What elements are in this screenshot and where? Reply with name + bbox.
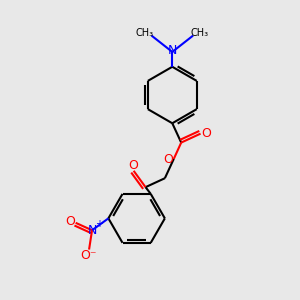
Text: +: + (94, 219, 103, 229)
Text: O: O (164, 153, 173, 166)
Text: O: O (65, 215, 75, 228)
Text: CH₃: CH₃ (136, 28, 154, 38)
Text: CH₃: CH₃ (190, 28, 209, 38)
Text: N: N (168, 44, 177, 57)
Text: O: O (128, 159, 138, 172)
Text: O: O (201, 127, 211, 140)
Text: O⁻: O⁻ (80, 249, 97, 262)
Text: N: N (87, 224, 97, 237)
